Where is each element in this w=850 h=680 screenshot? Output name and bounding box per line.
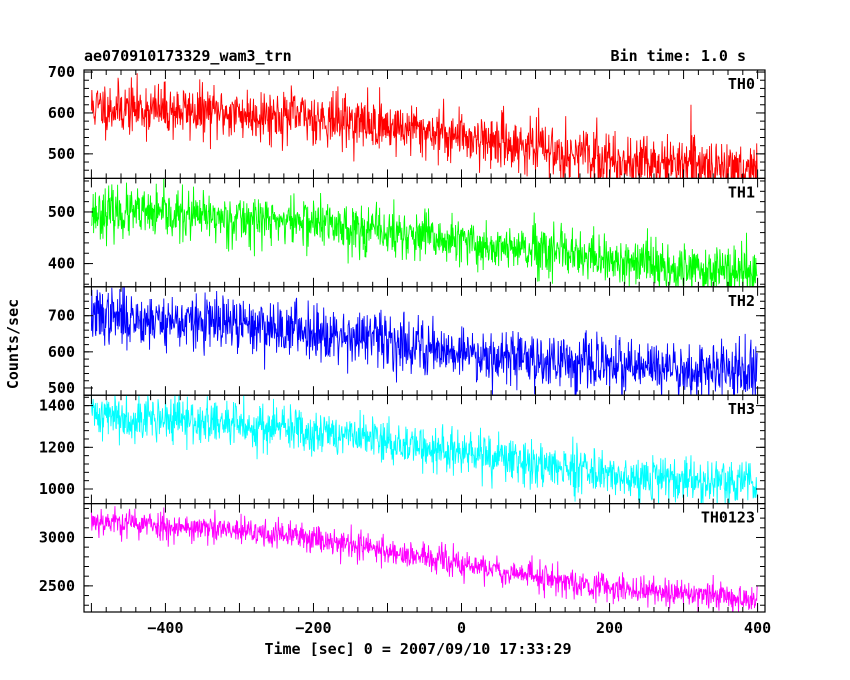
- y-tick-label: 500: [48, 379, 75, 397]
- x-tick-label: 0: [457, 619, 466, 637]
- y-tick-label: 2500: [39, 577, 75, 595]
- series-line-th0123: [90, 506, 758, 613]
- panel-th2: 500 600 700 TH2: [48, 286, 766, 397]
- panel-label: TH2: [728, 292, 755, 310]
- bin-time-label: Bin time: 1.0 s: [611, 47, 746, 65]
- panel-th3: 1000 1200 1400 TH3: [39, 394, 766, 505]
- panel-label: TH0: [728, 75, 755, 93]
- y-tick-label: 700: [48, 63, 75, 81]
- y-tick-label: 1200: [39, 438, 75, 456]
- series-line-th2: [90, 286, 758, 396]
- x-tick-label: −400: [147, 619, 183, 637]
- y-tick-label: 400: [48, 255, 75, 273]
- y-tick-label: 500: [48, 203, 75, 221]
- y-tick-label: 3000: [39, 528, 75, 546]
- x-tick-label: 400: [744, 619, 771, 637]
- x-tick-label: 200: [596, 619, 623, 637]
- panel-label: TH3: [728, 400, 755, 418]
- figure-title: ae070910173329_wam3_trn: [84, 47, 292, 65]
- series-line-th0: [90, 73, 758, 179]
- panel-frame: [83, 503, 766, 613]
- x-tick-label: −200: [295, 619, 331, 637]
- y-tick-label: 600: [48, 104, 75, 122]
- panel-th0: 500 600 700 TH0: [48, 63, 766, 180]
- y-tick-label: 700: [48, 307, 75, 325]
- y-tick-label: 600: [48, 343, 75, 361]
- panel-th0123: 2500 3000 TH0123: [39, 503, 766, 613]
- series-line-th1: [91, 178, 758, 287]
- y-tick-label: 1000: [39, 480, 75, 498]
- panel-label: TH1: [728, 183, 755, 201]
- series-line-th3: [90, 395, 758, 504]
- y-tick-label: 500: [48, 145, 75, 163]
- panels-group: 500 600 700 TH0 400 500 TH1 500 600 700 TH2 1000 120…: [39, 63, 766, 613]
- x-axis: −400 −200 0 200 400: [147, 619, 771, 637]
- x-axis-label: Time [sec] 0 = 2007/09/10 17:33:29: [264, 640, 571, 658]
- panel-label: TH0123: [701, 509, 755, 527]
- y-axis-label: Counts/sec: [4, 299, 22, 389]
- panel-th1: 400 500 TH1: [48, 177, 766, 288]
- y-tick-label: 1400: [39, 397, 75, 415]
